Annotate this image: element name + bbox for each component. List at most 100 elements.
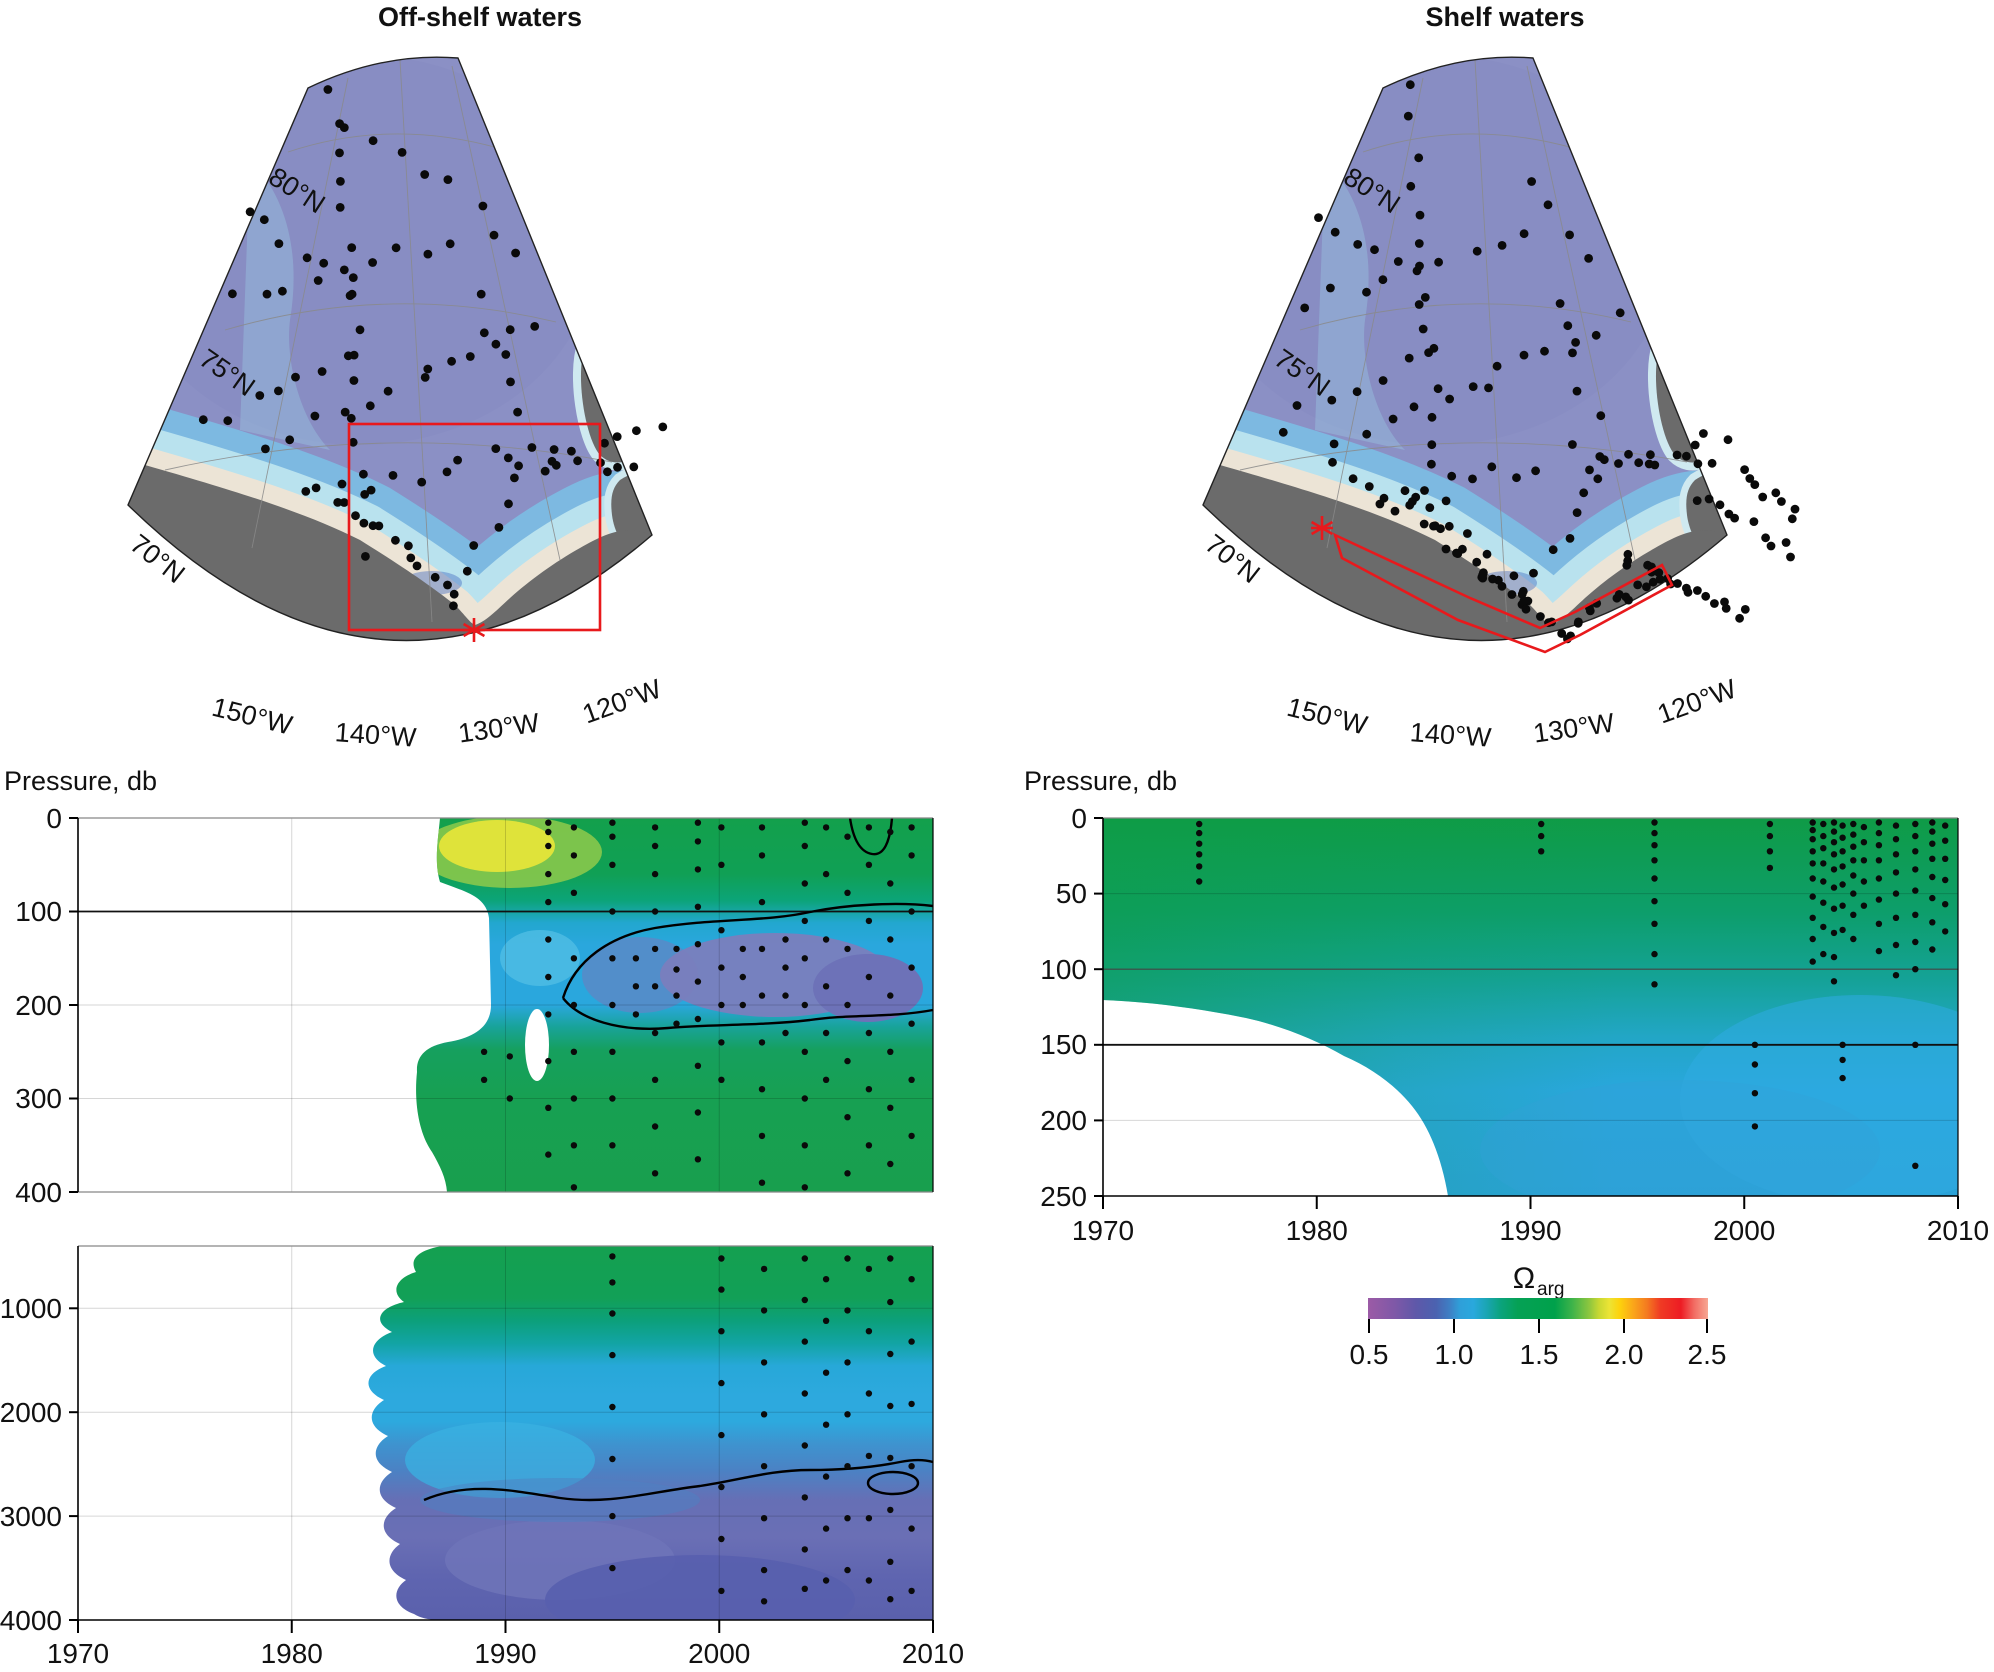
station-dot	[1441, 496, 1451, 506]
station-dot	[1614, 459, 1623, 468]
sample-dot	[1912, 820, 1919, 828]
off-shelf-lower-frame: 1000 2000 3000 4000 1970 1980 1990 2000 …	[0, 1245, 964, 1669]
sample-dot	[801, 1296, 808, 1304]
station-dot	[1420, 293, 1430, 302]
sample-dot	[1892, 851, 1900, 858]
station-dot	[1507, 590, 1517, 599]
sample-dot	[844, 889, 851, 896]
sample-dot	[1196, 851, 1203, 858]
sample-dot	[887, 936, 894, 943]
station-dot	[1326, 283, 1335, 293]
station-dot	[1771, 488, 1781, 498]
station-dot	[1704, 494, 1714, 504]
station-dot	[1745, 474, 1755, 483]
sample-dot	[718, 1255, 725, 1262]
station-dot	[1584, 254, 1593, 263]
sample-dot	[844, 1001, 851, 1009]
sample-dot	[609, 1001, 616, 1009]
sample-dot	[865, 824, 873, 831]
station-dot	[1527, 177, 1536, 186]
cbtick-20: 2.0	[1605, 1339, 1644, 1370]
ytick-0: 0	[46, 803, 62, 834]
station-dot	[228, 289, 237, 299]
station-dot	[1758, 492, 1768, 502]
station-dot	[1388, 414, 1398, 424]
station-dot	[310, 411, 320, 421]
station-dot	[1521, 604, 1531, 614]
sample-dot	[908, 1400, 915, 1408]
sample-dot	[1875, 875, 1883, 882]
ytick-3000: 3000	[0, 1501, 62, 1532]
sample-dot	[609, 1564, 616, 1572]
sample-dot	[887, 1454, 894, 1462]
sample-dot	[651, 1029, 659, 1037]
sample-dot	[887, 880, 894, 887]
station-dot	[1596, 411, 1606, 421]
station-dot	[1484, 383, 1493, 393]
station-dot	[1593, 474, 1603, 484]
sample-dot	[609, 1351, 616, 1359]
sample-dot	[1892, 890, 1900, 897]
station-dot	[1409, 402, 1419, 412]
sample-dot	[570, 824, 578, 831]
sample-dot	[739, 1001, 746, 1009]
station-dot	[1548, 545, 1558, 555]
station-dot	[1447, 471, 1457, 481]
station-dot	[368, 258, 377, 267]
station-dot	[1405, 500, 1415, 510]
sample-dot	[1912, 887, 1919, 894]
station-dot	[285, 435, 295, 445]
sample-dot	[718, 1535, 725, 1543]
sample-dot	[651, 824, 659, 831]
station-dot	[514, 461, 523, 471]
sample-dot	[694, 866, 702, 873]
station-dot	[345, 291, 355, 300]
station-dot	[349, 376, 359, 385]
sample-dot	[718, 1039, 725, 1046]
station-dot	[1415, 261, 1424, 271]
station-dot	[1766, 541, 1776, 551]
sample-dot	[1809, 875, 1816, 882]
station-dot	[261, 444, 270, 454]
station-dot	[1411, 492, 1421, 502]
sample-dot	[758, 1086, 766, 1093]
station-dot	[1441, 544, 1451, 554]
sample-dot	[908, 908, 915, 915]
station-dot	[1572, 386, 1582, 396]
sample-dot	[822, 1369, 830, 1376]
station-dot	[504, 499, 513, 509]
station-dot	[1517, 589, 1527, 599]
sample-dot	[545, 842, 552, 850]
sample-dot	[609, 1142, 616, 1149]
station-dot	[340, 407, 350, 417]
station-dot	[319, 258, 329, 268]
sample-dot	[673, 992, 680, 999]
station-dot	[1425, 503, 1435, 512]
station-dot	[510, 473, 519, 483]
sample-dot	[1875, 920, 1883, 927]
station-dot	[632, 426, 641, 436]
sample-dot	[865, 1086, 873, 1093]
station-dot	[1585, 465, 1594, 475]
sample-dot	[758, 945, 766, 953]
sample-dot	[1839, 1074, 1846, 1082]
station-dot	[600, 438, 609, 448]
sample-dot	[694, 1109, 702, 1116]
sample-dot	[1830, 819, 1838, 826]
station-dot	[1420, 486, 1429, 495]
station-dot	[1329, 439, 1339, 449]
sample-dot	[1766, 820, 1774, 828]
station-dot	[1648, 577, 1658, 587]
station-dot	[366, 485, 376, 495]
station-dot	[1690, 440, 1700, 450]
station-dot	[1654, 568, 1664, 577]
sample-dot	[609, 1253, 616, 1260]
sample-dot	[1651, 898, 1658, 905]
station-dot	[1300, 303, 1310, 313]
station-dot	[1497, 581, 1507, 591]
sample-dot	[609, 1279, 616, 1286]
station-dot	[1405, 80, 1415, 90]
station-dot	[1427, 459, 1436, 469]
station-dot	[1418, 324, 1428, 334]
station-dot	[1720, 597, 1729, 607]
